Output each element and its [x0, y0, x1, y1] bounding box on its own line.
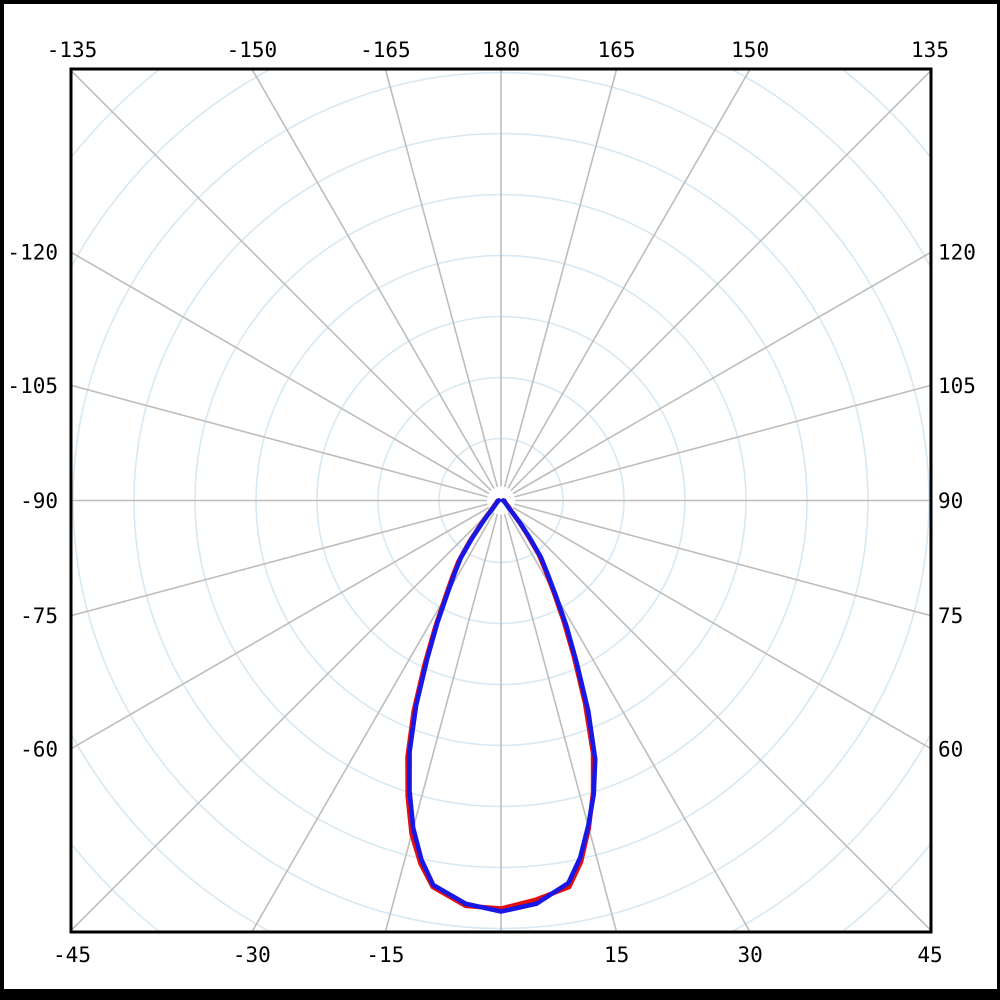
angle-label: -90: [20, 489, 58, 513]
grid-spoke: [503, 69, 618, 488]
image-border-right: [997, 0, 1000, 1000]
grid-spoke: [71, 251, 490, 495]
angle-label: 135: [911, 38, 949, 62]
angle-label: -165: [360, 38, 411, 62]
image-border-bottom: [0, 989, 1000, 1000]
grid-spoke: [250, 69, 495, 489]
angle-label: 75: [938, 604, 963, 628]
angle-label: -75: [20, 604, 58, 628]
grid-spoke: [71, 509, 492, 932]
angle-label: -150: [227, 38, 278, 62]
grid-spoke: [507, 69, 752, 489]
grid-spoke: [514, 384, 931, 498]
grid-spoke: [71, 384, 488, 498]
angle-label: -30: [233, 943, 271, 967]
angle-label: 15: [604, 943, 629, 967]
blue-curve: [407, 498, 598, 914]
grid-spoke: [250, 512, 495, 932]
angle-label: -45: [53, 943, 91, 967]
angle-label: 90: [938, 489, 963, 513]
angle-label: 180: [482, 38, 520, 62]
angle-label: 60: [938, 737, 963, 761]
grid-spoke: [71, 69, 492, 492]
angle-label: -15: [366, 943, 404, 967]
grid-spoke: [384, 69, 499, 488]
angle-label: 165: [598, 38, 636, 62]
angle-label: -105: [7, 374, 58, 398]
angle-label: -120: [7, 241, 58, 265]
grid-spoke: [512, 251, 931, 495]
grid-spoke: [71, 503, 488, 617]
grid-spoke: [510, 509, 931, 932]
angle-label: 120: [938, 241, 976, 265]
grid-spoke: [514, 503, 931, 617]
grid-spoke: [507, 512, 752, 932]
grid-spoke: [510, 69, 931, 492]
image-border-left: [0, 0, 4, 1000]
angle-label: 105: [938, 374, 976, 398]
grid-spoke: [71, 506, 490, 750]
plot-frame: [69, 67, 933, 934]
angle-label: -135: [47, 38, 98, 62]
image-border-top: [0, 0, 1000, 4]
angle-label: 30: [737, 943, 762, 967]
grid-spoke: [512, 506, 931, 750]
grid-spoke: [384, 513, 499, 932]
angle-label: 150: [731, 38, 769, 62]
angle-label: -60: [20, 737, 58, 761]
angle-label: 45: [917, 943, 942, 967]
